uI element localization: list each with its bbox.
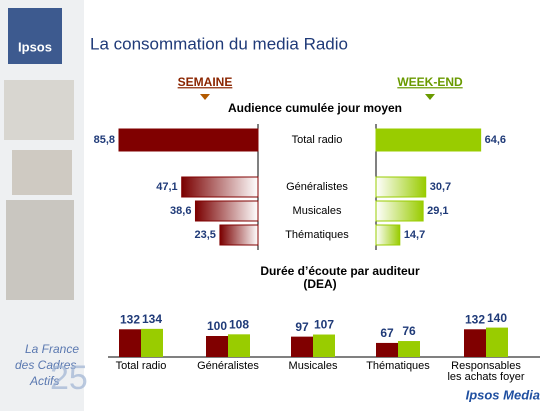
value-label: 38,6 <box>170 205 191 217</box>
value-label: 108 <box>229 317 249 331</box>
bar <box>181 176 259 198</box>
bar <box>291 336 313 357</box>
edition-line: La France <box>25 342 79 356</box>
category-label: Généralistes <box>286 181 348 193</box>
bar <box>375 176 427 198</box>
bar <box>398 341 420 357</box>
value-label: 100 <box>207 319 227 333</box>
edition-number: 25 <box>50 359 88 397</box>
value-label: 85,8 <box>94 134 115 146</box>
bar <box>118 128 259 152</box>
x-tick-label: Thématiques <box>366 360 430 372</box>
bar <box>206 336 228 357</box>
logo <box>8 8 62 64</box>
footer: Ipsos Media <box>466 387 540 402</box>
marker <box>200 94 210 100</box>
value-label: 64,6 <box>485 134 506 146</box>
value-label: 140 <box>487 311 507 325</box>
series-label: WEEK-END <box>397 75 463 89</box>
edition-line: des Cadres <box>15 358 76 372</box>
value-label: 30,7 <box>430 181 451 193</box>
value-label: 76 <box>402 324 416 338</box>
bar <box>141 328 163 357</box>
x-tick-label: Musicales <box>289 360 338 372</box>
category-label: Thématiques <box>285 229 349 241</box>
category-label: Total radio <box>292 134 343 146</box>
bar <box>375 200 424 222</box>
x-tick-label: Total radio <box>116 360 167 372</box>
value-label: 29,1 <box>427 205 448 217</box>
value-label: 67 <box>380 326 394 340</box>
chart-title: Audience cumulée jour moyen <box>228 101 402 115</box>
bar <box>119 329 141 357</box>
value-label: 97 <box>295 320 309 334</box>
bar <box>376 342 398 357</box>
edition-line: Actifs <box>29 374 59 388</box>
bar <box>228 334 250 357</box>
bar <box>375 128 482 152</box>
value-label: 132 <box>120 312 140 326</box>
value-label: 134 <box>142 312 162 326</box>
value-label: 107 <box>314 318 334 332</box>
bar <box>375 224 401 246</box>
title: La consommation du media Radio <box>90 34 348 53</box>
value-label: 23,5 <box>195 229 216 241</box>
x-tick-label: Responsables les achats foyer <box>447 360 524 383</box>
logo-text: Ipsos <box>18 39 52 54</box>
bar <box>464 329 486 357</box>
chart-title: Durée d’écoute par auditeur <box>260 264 420 278</box>
x-tick-label: Généralistes <box>197 360 259 372</box>
bar <box>194 200 259 222</box>
photo <box>12 150 72 195</box>
marker <box>425 94 435 100</box>
value-label: 132 <box>465 312 485 326</box>
bar <box>313 334 335 357</box>
series-label: SEMAINE <box>178 75 233 89</box>
value-label: 47,1 <box>156 181 177 193</box>
bar <box>219 224 259 246</box>
bar <box>486 327 508 357</box>
chart-subtitle: (DEA) <box>303 277 336 291</box>
photo <box>6 200 74 300</box>
value-label: 14,7 <box>404 229 425 241</box>
category-label: Musicales <box>293 205 342 217</box>
photo <box>4 80 74 140</box>
